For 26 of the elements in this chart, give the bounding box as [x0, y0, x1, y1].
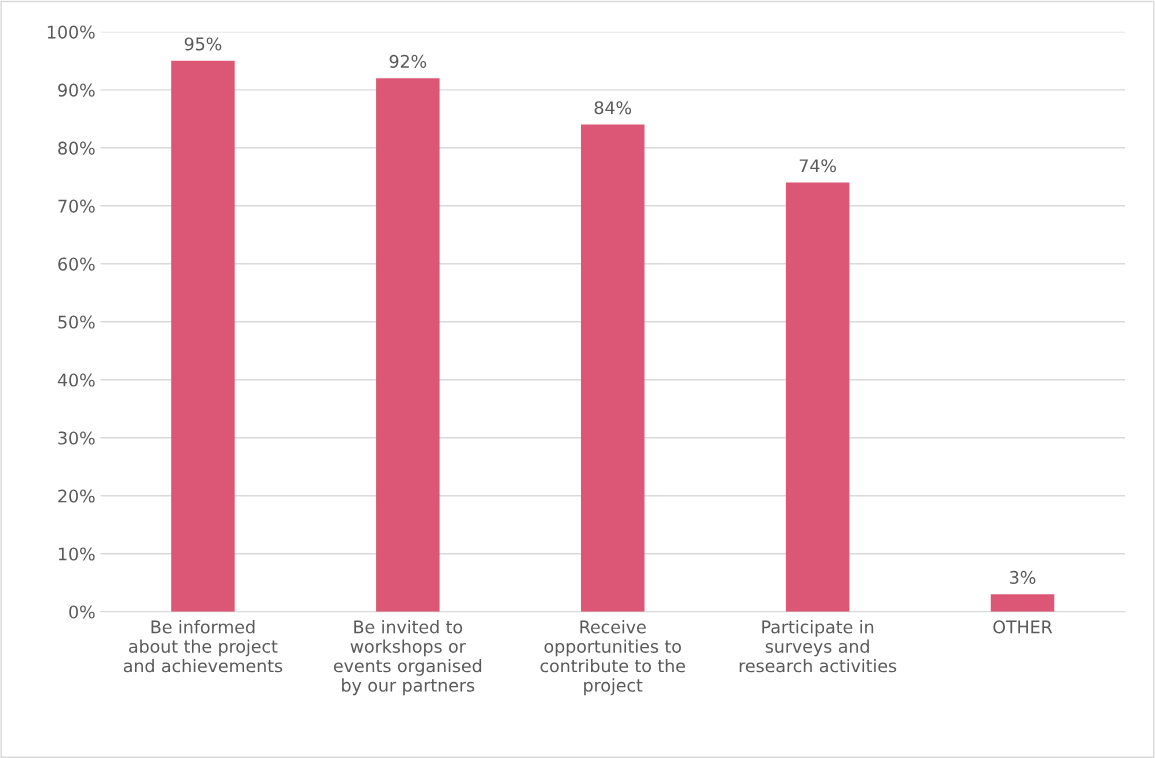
data-label: 92% [389, 54, 427, 68]
x-tick-label: Be informed about the project and achievements [123, 620, 283, 673]
y-tick-label: 10% [58, 547, 95, 561]
bar [580, 124, 645, 612]
y-tick-label: 90% [58, 83, 95, 97]
bar [785, 182, 850, 612]
y-tick-label: 40% [57, 373, 95, 387]
x-tick-label: Receive opportunities to contribute to the project [540, 620, 686, 696]
data-label: 95% [184, 37, 222, 51]
data-label: 74% [799, 159, 836, 173]
bar [376, 78, 440, 612]
data-label: 84% [594, 101, 632, 115]
y-tick-label: 50% [58, 315, 95, 329]
x-tick-label: OTHER [993, 620, 1053, 634]
y-tick-label: 80% [58, 141, 95, 155]
y-tick-label: 20% [58, 489, 95, 503]
y-tick-label: 100% [47, 25, 95, 39]
x-tick-label: Be invited to workshops or events organised by our partners [333, 620, 482, 696]
y-tick-label: 0% [69, 605, 95, 619]
bar [171, 60, 235, 612]
bar [990, 594, 1055, 612]
x-tick-label: Participate in surveys and research activities [739, 620, 897, 673]
y-tick-label: 30% [58, 431, 95, 445]
data-label: 3% [1010, 570, 1036, 584]
y-tick-label: 70% [58, 199, 95, 213]
y-tick-label: 60% [58, 257, 95, 271]
